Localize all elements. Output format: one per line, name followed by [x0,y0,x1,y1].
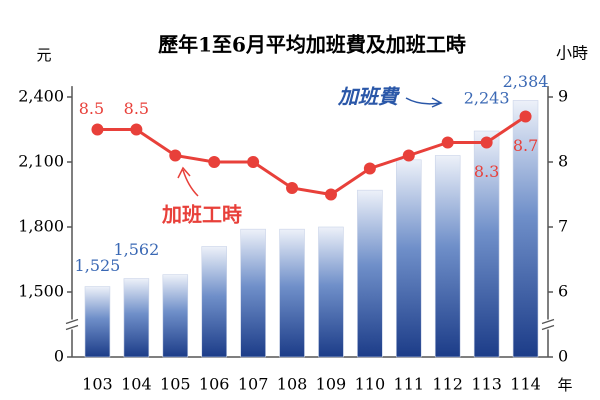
x-tick-label: 104 [121,375,152,394]
line-point [91,123,104,136]
x-tick-label: 110 [355,375,386,394]
y2-tick-label: 6 [558,282,568,301]
axis-break-mark [541,318,555,325]
x-tick-label: 114 [510,375,541,394]
x-tick-label: 107 [238,375,269,394]
y-tick-label: 1,800 [18,217,64,236]
bar-value-label: 2,243 [464,89,510,108]
bar [201,246,227,358]
line-point [169,149,182,162]
line-point [286,182,299,194]
x-tick-label: 103 [82,375,113,394]
bar [123,278,150,358]
bar [434,155,461,358]
bar [84,286,111,358]
bar-value-label: 1,525 [75,256,121,275]
x-tick-label: 109 [316,375,347,394]
y2-tick-label: 7 [558,217,568,236]
bar [318,226,344,358]
bar [357,189,383,358]
bar-value-label: 1,562 [113,240,159,259]
series-annotation: 加班費 [337,85,401,109]
y2-tick-label: 0 [558,347,568,366]
line-value-label: 8.5 [124,99,149,118]
y2-tick-label: 8 [558,152,568,171]
y-unit: 元 [36,46,51,64]
line-point [208,156,221,168]
y-tick-label: 2,100 [18,152,64,171]
y-tick-label: 1,500 [18,282,64,301]
line-point [363,162,376,175]
axis-break-gap [542,319,554,330]
bar [512,100,539,358]
series-annotation: 加班工時 [161,203,242,227]
x-tick-label: 113 [471,375,502,394]
x-tick-label: 105 [160,375,191,394]
y2-tick-label: 9 [558,87,568,106]
axis-break-mark [65,318,79,325]
annotation-arrow [405,97,443,108]
x-tick-label: 111 [394,375,425,394]
axis-break-mark [541,324,555,331]
y-tick-label: 2,400 [18,87,64,106]
x-tick-label: 108 [277,375,308,394]
line-point [519,110,532,123]
bar [473,130,500,358]
y-tick-label: 0 [54,347,64,366]
axis-break-mark [65,324,79,331]
annotation-arrow [177,166,199,197]
line-point [130,123,143,136]
bar [396,159,422,358]
line-value-label: 8.3 [474,162,499,181]
bar-value-label: 2,384 [503,72,549,91]
axis-break-gap [66,319,78,330]
x-tick-label: 112 [432,375,463,394]
line-point [247,156,260,168]
x-tick-label: 106 [199,375,230,394]
x-unit: 年 [557,376,572,394]
line-point [441,136,454,149]
line [97,115,527,197]
line-point [402,149,415,162]
line-point [324,188,337,201]
chart-title: 歷年1至6月平均加班費及加班工時 [158,33,466,57]
bar [162,274,189,358]
line-point [480,136,493,149]
y2-unit: 小時 [556,44,588,63]
line-value-label: 8.5 [79,99,104,118]
line-value-label: 8.7 [513,136,538,155]
bar [240,228,266,358]
bar [279,228,305,358]
